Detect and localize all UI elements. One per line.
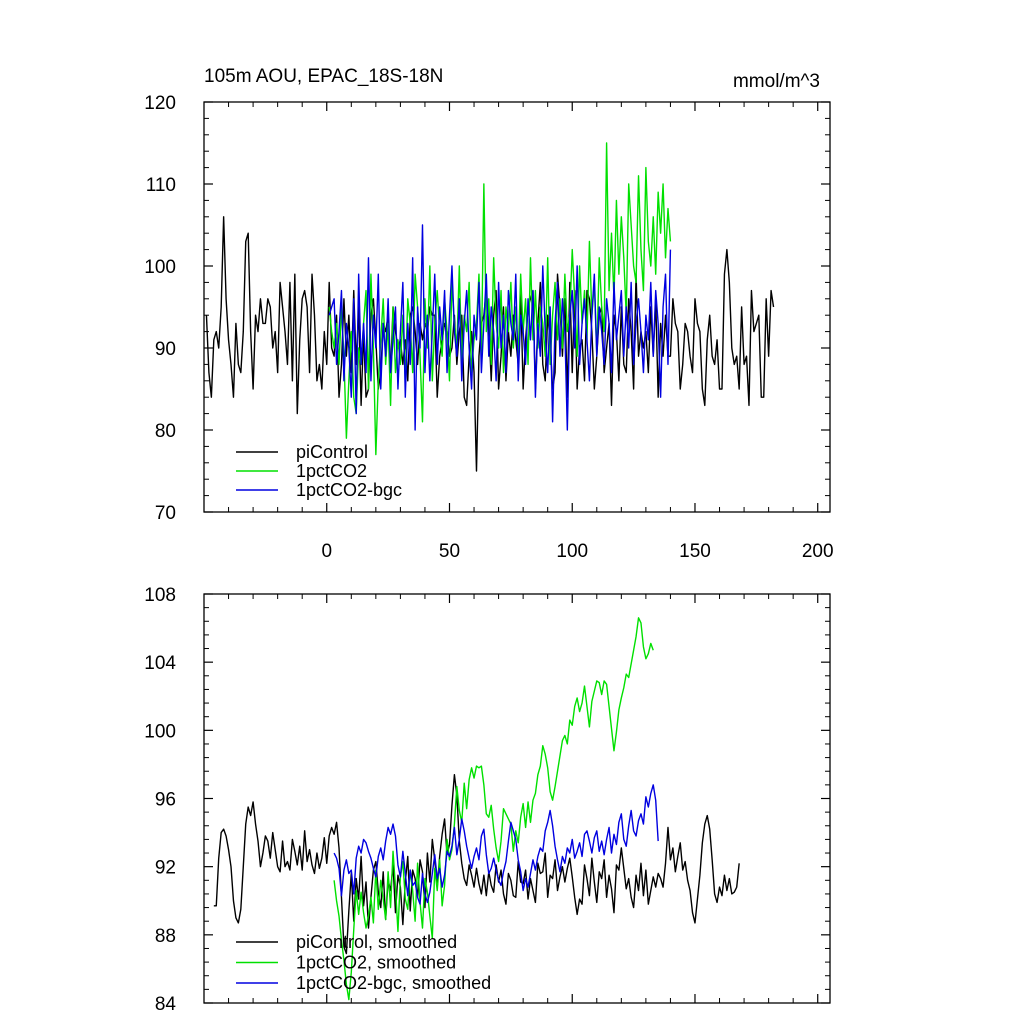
- x-tick-label: 150: [679, 541, 711, 562]
- y-tick-label: 70: [155, 503, 176, 524]
- top-panel-units: mmol/m^3: [733, 71, 820, 92]
- y-tick-label: 108: [144, 585, 176, 606]
- plot-frame: [203, 101, 831, 513]
- series-line-1pctco2-bgc: [328, 224, 672, 431]
- bottom-series-lines: [213, 617, 740, 1001]
- legend-label: piControl, smoothed: [296, 932, 457, 952]
- legend-label: piControl: [296, 442, 368, 462]
- x-tick-label: 50: [439, 541, 460, 562]
- series-line-picontrol: [205, 216, 775, 472]
- legend-label: 1pctCO2-bgc: [296, 480, 402, 500]
- x-tick-label: 0: [321, 541, 332, 562]
- y-tick-label: 92: [155, 858, 176, 879]
- x-tick-label: 200: [802, 541, 834, 562]
- y-tick-label: 84: [155, 994, 177, 1015]
- top-panel-title: 105m AOU, EPAC_18S-18N: [204, 66, 443, 87]
- y-tick-label: 80: [155, 421, 176, 442]
- legend-label: 1pctCO2, smoothed: [296, 953, 456, 973]
- y-tick-label: 100: [144, 257, 176, 278]
- top-axes: 70 80 90 100 110 120 0 50 100 150 200: [144, 93, 833, 562]
- legend-label: 1pctCO2: [296, 461, 367, 481]
- y-tick-label: 104: [144, 653, 176, 674]
- top-panel: 105m AOU, EPAC_18S-18N mmol/m^3 70 80 90 10…: [144, 66, 833, 562]
- y-tick-label: 110: [146, 175, 176, 196]
- y-tick-label: 100: [144, 721, 176, 742]
- y-tick-label: 96: [155, 790, 176, 811]
- series-line-1pctco2-smoothed: [333, 617, 654, 1001]
- top-series-lines: [205, 142, 775, 472]
- y-tick-label: 120: [144, 93, 176, 114]
- bottom-axes: 84 88 92 96 100 104 108: [144, 585, 831, 1015]
- series-line-1pctco2-bgc-smoothed: [333, 784, 659, 905]
- x-tick-label: 100: [556, 541, 588, 562]
- y-tick-label: 88: [155, 926, 176, 947]
- y-tick-label: 90: [155, 339, 176, 360]
- legend-label: 1pctCO2-bgc, smoothed: [296, 973, 491, 993]
- series-line-picontrol-smoothed: [213, 773, 740, 955]
